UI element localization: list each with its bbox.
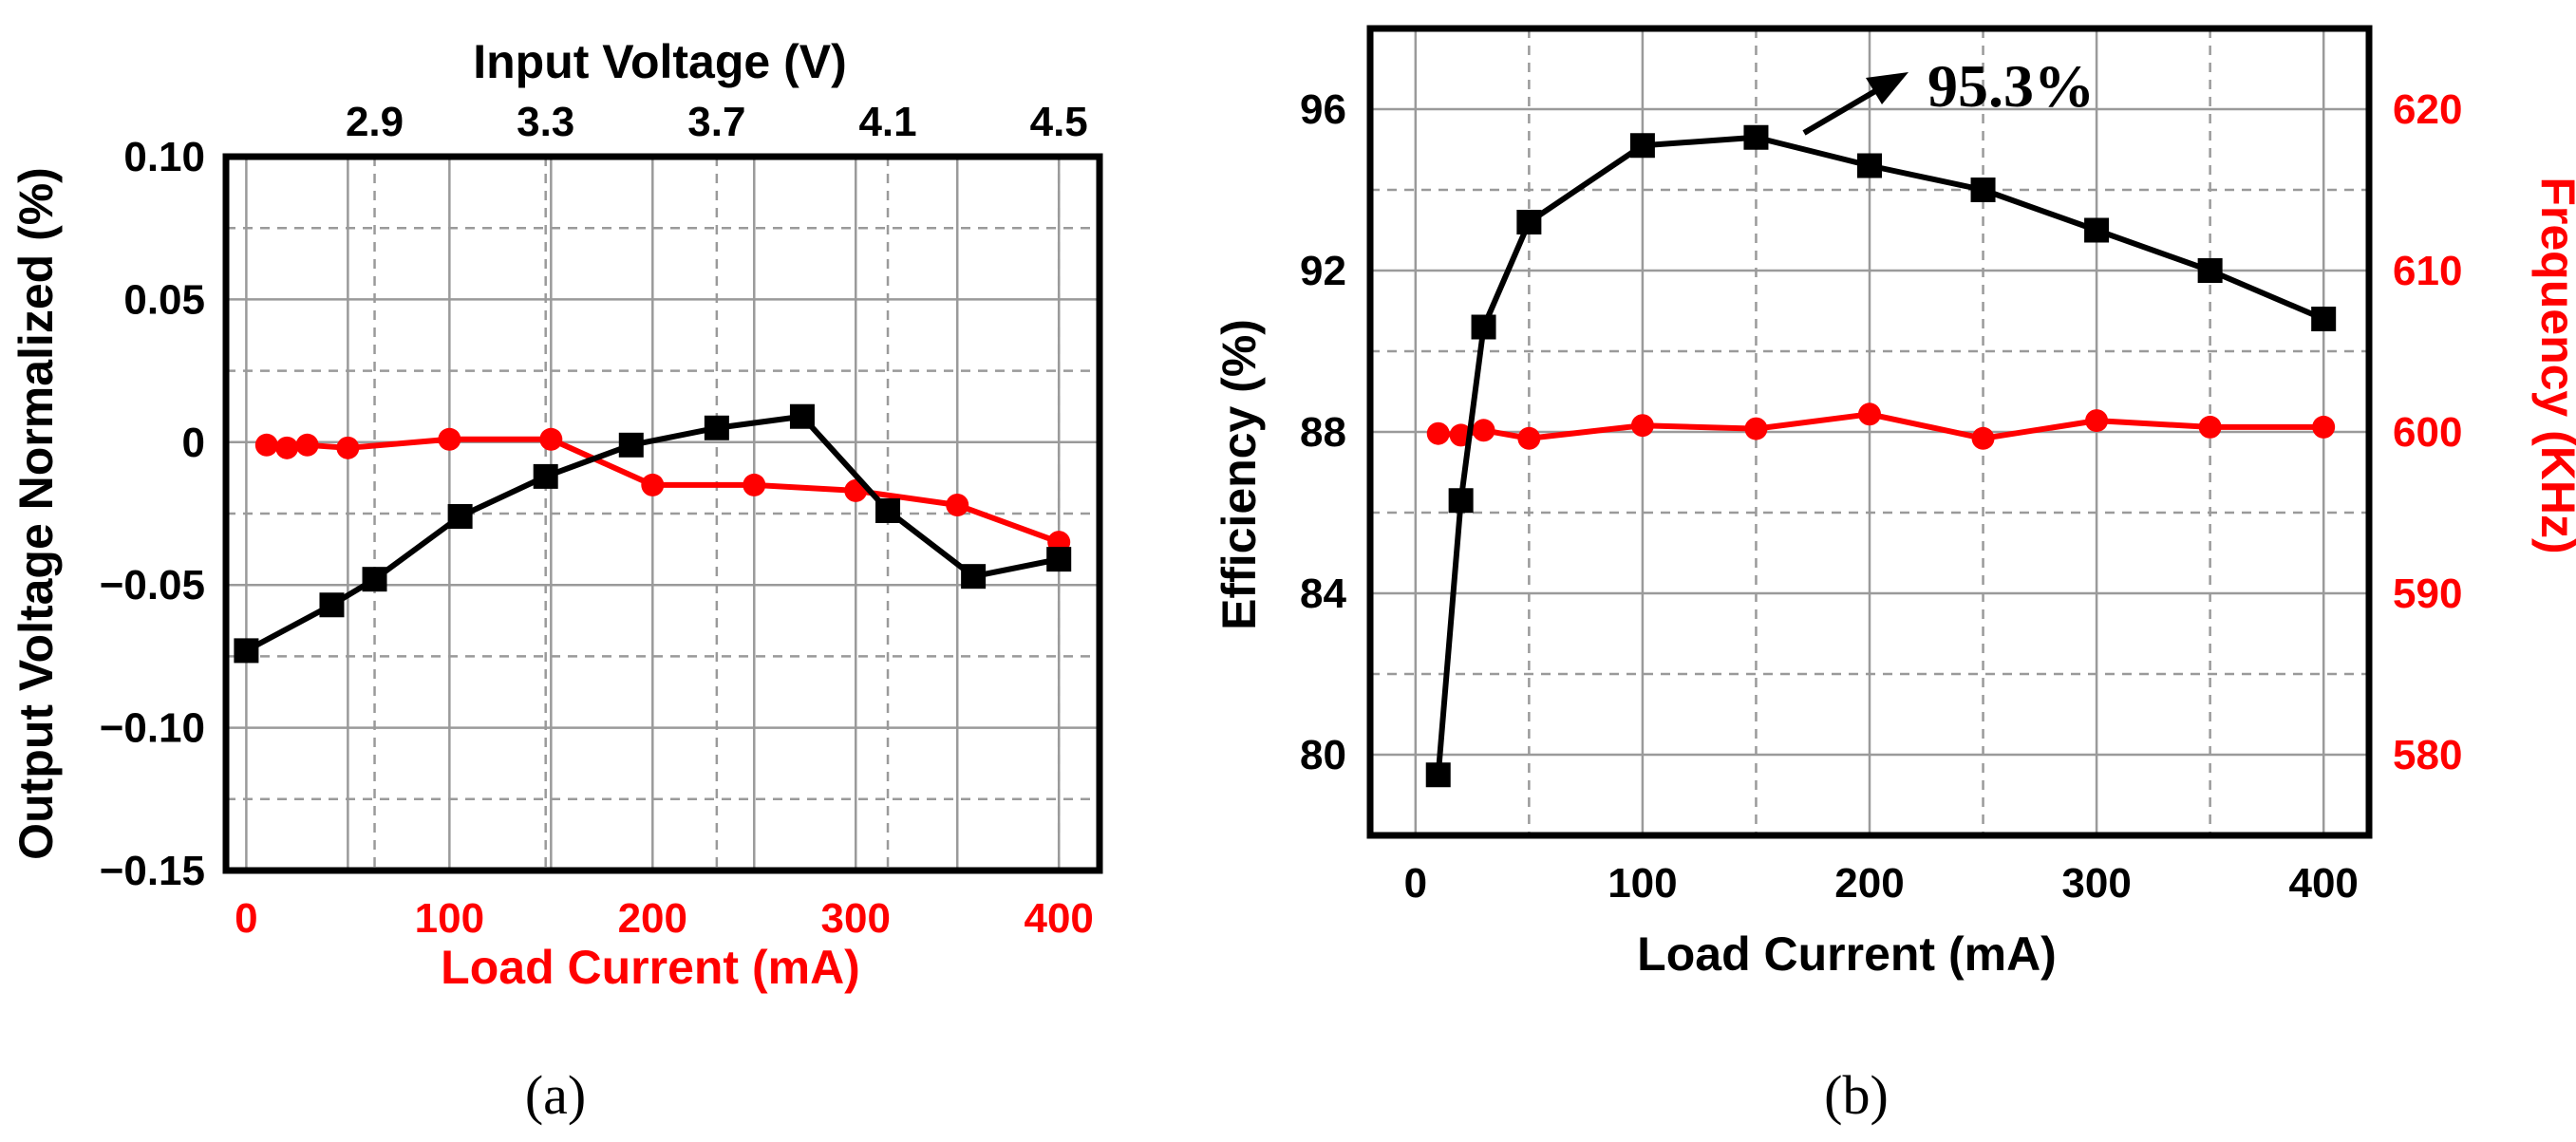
- panel-b-grid: [1370, 27, 2369, 837]
- panel-b-efficiency-series-point: [1471, 314, 1496, 340]
- panel-a-top-axis-title: Input Voltage (V): [473, 35, 846, 88]
- panel-b-efficiency-series-line: [1435, 134, 2325, 776]
- panel-b-label: (b): [1824, 1064, 1889, 1126]
- panel-b-frequency-series-point: [1630, 414, 1654, 438]
- panel-b-y-tick-label: 96: [1300, 86, 1346, 133]
- panel-a-label: (a): [525, 1064, 586, 1126]
- panel-a-red-series-point: [295, 433, 319, 457]
- panel-b-y-tick-label: 88: [1300, 409, 1346, 456]
- panel-b-efficiency-series-point: [1970, 178, 1996, 202]
- panel-a-grid: [226, 155, 1100, 872]
- panel-b-x-tick-label: 0: [1404, 860, 1427, 907]
- panel-a-x-axis-title: Load Current (mA): [441, 941, 860, 994]
- peak-annotation-arrow: [1802, 88, 1877, 136]
- panel-b-efficiency-series-point: [2197, 258, 2223, 283]
- panel-a-top-tick-label: 3.3: [517, 99, 574, 145]
- panel-b-frequency-series-point: [1517, 426, 1541, 450]
- panel-b-y2-axis-title: Frequency (KHz): [2531, 177, 2576, 553]
- panel-b-x-tick-label: 300: [2061, 860, 2131, 907]
- panel-b-y-axis-title: Efficiency (%): [1213, 319, 1266, 630]
- panel-b-frame: [1366, 25, 2373, 839]
- panel-b-efficiency-series-point: [1629, 133, 1655, 159]
- panel-b-series: [1425, 124, 2337, 788]
- panel-a-black-series-point: [447, 504, 473, 530]
- panel-a-red-series-point: [275, 436, 299, 459]
- panel-a-black-series-point: [789, 403, 815, 429]
- panel-b-frequency-series-point: [1426, 421, 1450, 445]
- panel-b-efficiency-series-point: [2084, 217, 2110, 243]
- panel-b-x-tick-label: 400: [2288, 860, 2358, 907]
- panel-a-black-series-point: [319, 592, 345, 618]
- panel-b-y-tick-label: 92: [1300, 248, 1346, 294]
- panel-b-frequency-series-point: [2198, 415, 2222, 439]
- panel-a-top-tick-label: 2.9: [346, 99, 404, 145]
- panel-a-y-tick-label: 0.10: [123, 134, 205, 180]
- panel-a-red-series-point: [641, 473, 665, 496]
- panel-a-red-series-point: [336, 436, 360, 459]
- panel-b-efficiency-series-point: [1743, 124, 1769, 150]
- panel-a-x-tick-label: 200: [618, 895, 687, 942]
- panel-a-top-tick-label: 3.7: [687, 99, 745, 145]
- panel-a-x-tick-label: 0: [235, 895, 257, 942]
- panel-a-black-series-point: [234, 638, 259, 664]
- panel-a-chart: 0.10 0.05 0 −0.05 −0.10 −0.15 0 100 200 300 400 2.9…: [9, 35, 1103, 1126]
- panel-a-series: [234, 403, 1072, 664]
- panel-a-red-series-point: [438, 427, 461, 451]
- panel-a-y-tick-label: 0: [182, 420, 205, 466]
- panel-a-black-series-point: [1046, 547, 1072, 572]
- panel-b-efficiency-series-point: [1448, 488, 1474, 514]
- panel-b-y2-tick-label: 580: [2393, 732, 2462, 778]
- panel-b-ticks: 96 92 88 84 80 620 610 600 590 580 0 100 200 300 400: [1300, 86, 2462, 907]
- panel-a-x-tick-label: 300: [821, 895, 891, 942]
- peak-annotation: 95.3%: [1802, 52, 2095, 136]
- peak-annotation-arrowhead: [1866, 72, 1908, 104]
- panel-a-black-series-point: [618, 432, 644, 458]
- panel-b-efficiency-series-point: [1425, 762, 1451, 788]
- panel-a-top-tick-label: 4.1: [858, 99, 916, 145]
- panel-a-black-series-point: [533, 463, 558, 489]
- peak-annotation-label: 95.3%: [1927, 52, 2095, 120]
- panel-a-x-tick-label: 400: [1024, 895, 1093, 942]
- panel-b-frequency-series-point: [2085, 409, 2109, 433]
- panel-a-x-tick-label: 100: [415, 895, 484, 942]
- panel-b-y2-tick-label: 620: [2393, 86, 2462, 133]
- panel-a-black-series-point: [875, 497, 901, 523]
- panel-b-frequency-series-line: [1438, 411, 2324, 441]
- panel-a-y-tick-label: −0.15: [100, 848, 205, 894]
- panel-a-black-series-point: [961, 564, 987, 590]
- panel-a-y-tick-label: −0.05: [100, 562, 205, 608]
- panel-a-red-series-line: [266, 436, 1061, 545]
- panel-b-frequency-series-point: [2312, 415, 2336, 439]
- panel-a-red-series-point: [946, 493, 969, 516]
- panel-b-efficiency-series-point: [1516, 210, 1542, 234]
- panel-a-black-series-point: [362, 567, 387, 592]
- panel-b-efficiency-series-point: [2311, 307, 2337, 331]
- panel-b-frequency-series-point: [1744, 417, 1768, 440]
- panel-a-y-tick-label: 0.05: [123, 276, 205, 323]
- panel-b-x-axis-title: Load Current (mA): [1637, 927, 2057, 981]
- panel-a-red-series-point: [254, 433, 278, 457]
- panel-b-frequency-series-point: [1971, 426, 1995, 450]
- panel-b-chart: 96 92 88 84 80 620 610 600 590 580 0 100 200 300 400 9…: [1213, 25, 2576, 1126]
- panel-b-y2-tick-label: 590: [2393, 571, 2462, 617]
- panel-a-top-tick-label: 4.5: [1030, 99, 1088, 145]
- panel-a-frame: [222, 153, 1103, 874]
- panel-b-y2-tick-label: 610: [2393, 248, 2462, 294]
- panel-b-frequency-series-point: [1472, 419, 1495, 442]
- panel-b-y2-tick-label: 600: [2393, 409, 2462, 456]
- panel-b-x-tick-label: 200: [1834, 860, 1904, 907]
- panel-a-red-series-point: [743, 473, 766, 496]
- panel-b-y-tick-label: 80: [1300, 732, 1346, 778]
- panel-a-ticks: 0.10 0.05 0 −0.05 −0.10 −0.15 0 100 200 300 400 2.9…: [100, 99, 1094, 942]
- panel-a-black-series-point: [704, 415, 729, 440]
- panel-a-red-series-point: [539, 427, 563, 451]
- panel-b-y-tick-label: 84: [1300, 571, 1346, 617]
- panel-a-y-axis-title: Output Voltage Normalized (%): [9, 167, 63, 860]
- panel-b-frequency-series-point: [1858, 403, 1881, 426]
- panel-b-x-tick-label: 100: [1608, 860, 1677, 907]
- panel-a-y-tick-label: −0.10: [100, 705, 205, 752]
- panel-b-efficiency-series-point: [1857, 153, 1882, 178]
